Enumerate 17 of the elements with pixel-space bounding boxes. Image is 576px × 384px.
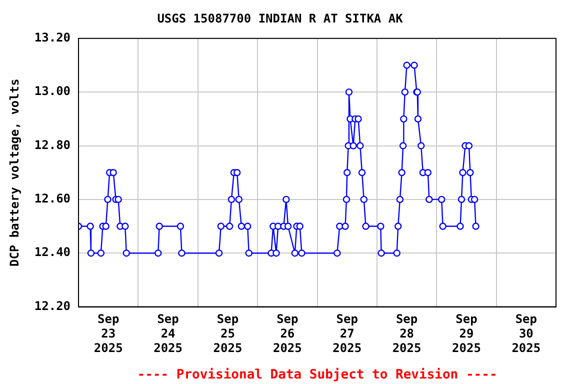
y-tick-label: 13.00 <box>34 84 71 98</box>
x-tick-label: Sep 24 2025 <box>154 312 183 355</box>
y-tick-label: 12.80 <box>34 138 71 152</box>
x-tick-label: Sep 26 2025 <box>272 312 302 355</box>
x-tick-label: Sep 25 2025 <box>213 312 242 355</box>
y-tick-label: 12.60 <box>34 192 71 206</box>
text: ---- Provisional Data Subject to Revision ---- <box>137 367 498 382</box>
x-tick-label: Sep 28 2025 <box>392 312 422 355</box>
chart-title: USGS 15087700 INDIAN R AT SITKA AK <box>157 11 404 26</box>
x-tick-label: Sep 23 2025 <box>94 312 123 355</box>
y-tick-label: 12.40 <box>34 245 71 260</box>
x-tick-label: Sep 29 2025 <box>452 312 481 355</box>
y-axis-title: DCP battery voltage, volts <box>7 78 22 267</box>
y-tick-label: 13.20 <box>34 30 71 45</box>
y-tick-label: 12.20 <box>34 298 71 313</box>
x-tick-label: Sep 27 2025 <box>332 312 362 355</box>
x-tick-label: Sep 30 2025 <box>512 312 541 355</box>
